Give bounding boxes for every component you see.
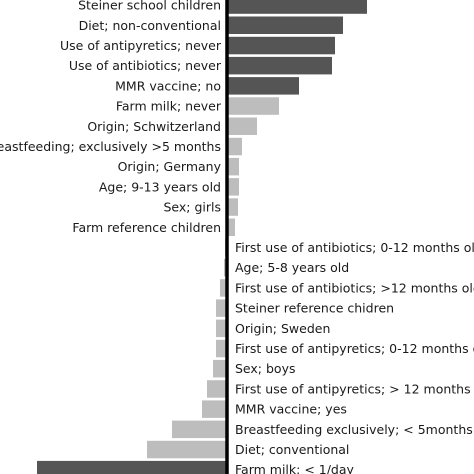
bar-21	[172, 420, 227, 439]
category-label-6: Origin; Schwitzerland	[87, 119, 221, 134]
category-label-0: Steiner school children	[78, 0, 221, 13]
bar-15	[216, 299, 227, 317]
category-label-19: First use of antipyretics; > 12 months o…	[235, 381, 474, 396]
category-label-10: Sex; girls	[163, 200, 221, 215]
bar-4	[227, 77, 299, 95]
bar-23	[37, 460, 227, 474]
bar-19	[207, 380, 227, 398]
category-label-9: Age; 9-13 years old	[99, 179, 221, 194]
category-label-18: Sex; boys	[235, 361, 295, 376]
bar-17	[216, 339, 227, 358]
category-label-13: Age; 5-8 years old	[235, 260, 349, 275]
category-label-2: Use of antipyretics; never	[60, 38, 222, 53]
bar-14	[220, 279, 227, 297]
bar-10	[227, 198, 238, 216]
bar-20	[202, 400, 227, 418]
category-label-1: Diet; non-conventional	[79, 18, 221, 33]
category-label-14: First use of antibiotics; >12 months old	[235, 280, 474, 295]
category-label-21: Breastfeeding exclusively; < 5months	[235, 422, 473, 437]
category-label-16: Origin; Sweden	[235, 321, 330, 336]
category-label-23: Farm milk; < 1/day	[235, 462, 355, 474]
category-label-5: Farm milk; never	[116, 99, 222, 114]
bar-11	[227, 218, 235, 236]
bar-18	[213, 359, 227, 378]
bar-3	[227, 56, 332, 75]
bar-16	[216, 319, 227, 338]
bar-2	[227, 36, 335, 55]
category-label-11: Farm reference children	[72, 220, 221, 235]
category-label-4: MMR vaccine; no	[115, 78, 221, 93]
bar-22	[147, 440, 227, 459]
category-label-17: First use of antipyretics; 0-12 months o…	[235, 341, 474, 356]
category-label-12: First use of antibiotics; 0-12 months ol…	[235, 240, 474, 255]
bar-8	[227, 157, 239, 176]
bars-group	[37, 0, 367, 474]
bar-1	[227, 16, 343, 34]
bar-9	[227, 178, 239, 196]
category-label-3: Use of antibiotics; never	[69, 58, 222, 73]
category-label-20: MMR vaccine; yes	[235, 402, 347, 417]
bar-5	[227, 97, 279, 115]
bar-7	[227, 137, 242, 156]
bar-6	[227, 117, 257, 135]
bar-0	[227, 0, 367, 14]
category-label-15: Steiner reference chidren	[235, 301, 394, 316]
category-label-8: Origin; Germany	[118, 159, 222, 174]
category-label-7: Breastfeeding; exclusively >5 months	[0, 139, 221, 154]
category-label-22: Diet; conventional	[235, 442, 349, 457]
